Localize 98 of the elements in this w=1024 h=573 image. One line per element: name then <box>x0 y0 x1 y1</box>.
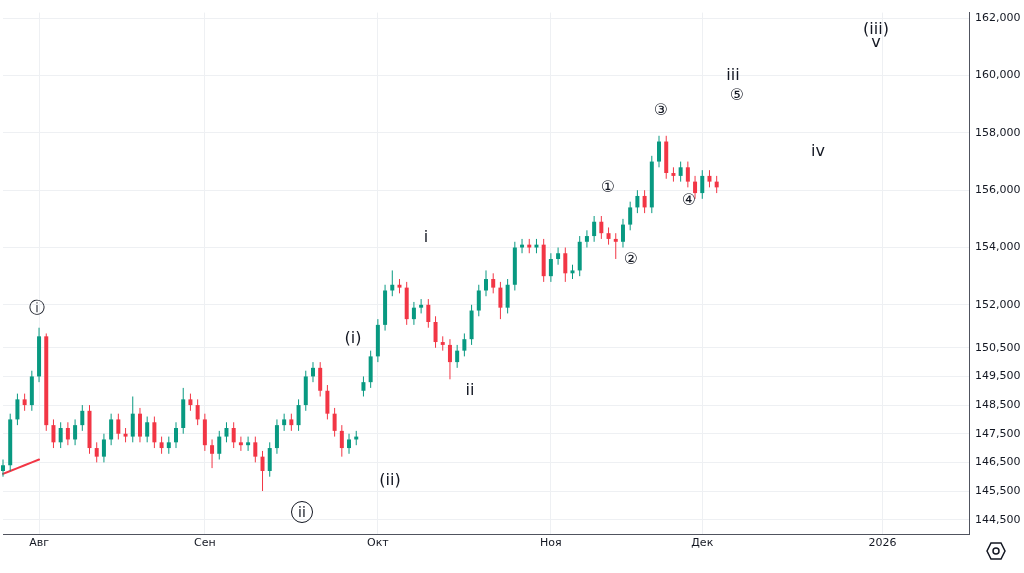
y-tick-label: 154,000 <box>975 240 1021 254</box>
candlestick <box>145 416 150 443</box>
annotation: (i) <box>344 328 362 347</box>
candlestick <box>318 361 323 397</box>
x-tick-label: Дек <box>691 536 714 550</box>
candlestick <box>635 189 640 214</box>
candlestick <box>310 361 315 383</box>
y-tick-label: 145,500 <box>975 483 1021 497</box>
candlestick <box>556 247 561 266</box>
candlestick <box>332 407 337 438</box>
candlestick <box>246 436 251 452</box>
candlestick <box>80 404 85 432</box>
candlestick <box>584 229 589 249</box>
annotation: ii <box>291 501 313 523</box>
candlestick <box>685 161 690 188</box>
x-tick-label: Ноя <box>540 536 562 550</box>
candlestick <box>94 441 99 463</box>
candlestick <box>599 215 604 240</box>
candlestick <box>15 393 20 426</box>
candlestick <box>116 413 121 440</box>
annotation: ③ <box>653 100 669 119</box>
candlestick <box>231 421 236 449</box>
annotation: (ii) <box>379 470 401 489</box>
candlestick <box>109 413 114 446</box>
annotation: ① <box>600 177 616 196</box>
annotation: (iii) <box>863 19 889 38</box>
candlestick <box>462 332 467 357</box>
candlestick <box>174 421 179 449</box>
candlestick <box>65 421 70 446</box>
annotation: ④ <box>681 190 697 209</box>
y-tick-label: 149,500 <box>975 369 1021 383</box>
candlestick <box>325 384 330 420</box>
candlestick <box>613 232 618 260</box>
annotation: ② <box>623 249 639 268</box>
candlestick <box>195 398 200 426</box>
candlestick <box>101 433 106 463</box>
y-tick-label: 146,500 <box>975 455 1021 469</box>
y-tick-label: 158,000 <box>975 125 1021 139</box>
annotation: ⑤ <box>729 85 745 104</box>
candlestick <box>361 375 366 397</box>
x-tick-label: Авг <box>29 536 50 550</box>
candlestick <box>548 252 553 283</box>
candlestick <box>484 269 488 297</box>
x-tick-label: Сен <box>194 536 216 550</box>
candlestick <box>411 301 416 326</box>
candlestick <box>73 418 78 446</box>
candlestick <box>238 436 243 452</box>
y-tick-label: 160,000 <box>975 68 1021 82</box>
candlestick <box>58 421 63 449</box>
candlestick <box>274 418 279 455</box>
candlestick <box>130 395 135 443</box>
candlestick <box>137 407 142 443</box>
annotation: ⓘ <box>29 298 45 317</box>
candlestick <box>505 278 510 314</box>
candlestick <box>267 441 272 478</box>
candlestick <box>520 238 525 254</box>
annotation: iii <box>726 65 740 84</box>
candlestick <box>282 413 287 432</box>
candlestick <box>491 272 496 294</box>
candlestick <box>678 161 683 183</box>
candlestick <box>260 450 265 492</box>
candlestick <box>455 344 460 369</box>
candlestick <box>476 284 481 317</box>
x-tick-label: Окт <box>367 536 390 550</box>
candlestick <box>657 135 662 168</box>
candlestick <box>419 298 424 314</box>
candlestick <box>347 433 352 455</box>
y-tick-label: 147,500 <box>975 426 1021 440</box>
candlestick <box>620 218 625 249</box>
x-tick-label: 2026 <box>868 536 897 550</box>
candlestick <box>426 298 431 329</box>
candlestick <box>152 416 157 449</box>
candlestick <box>217 430 222 461</box>
candlestick <box>224 421 229 443</box>
annotation: i <box>423 227 429 246</box>
candlestick <box>433 315 438 349</box>
candlestick <box>339 424 344 458</box>
candlestick <box>1 459 5 478</box>
annotation: ii <box>465 380 475 399</box>
candlestick <box>51 418 56 449</box>
candlestick <box>498 281 503 320</box>
annotation: iv <box>811 141 825 160</box>
candlestick <box>447 338 452 380</box>
candlestick <box>628 201 633 231</box>
candlestick <box>563 247 568 283</box>
y-tick-label: 156,000 <box>975 183 1021 197</box>
candlestick <box>296 398 301 432</box>
candlestick <box>210 438 215 469</box>
candlestick <box>693 175 698 200</box>
y-tick-label: 152,000 <box>975 297 1021 311</box>
candlestick <box>642 189 647 214</box>
candlestick <box>592 215 597 243</box>
y-tick-label: 144,500 <box>975 512 1021 526</box>
y-tick-label: 162,000 <box>975 11 1021 25</box>
candlestick <box>700 169 705 200</box>
y-tick-label: 150,500 <box>975 340 1021 354</box>
candlestick <box>253 436 258 463</box>
y-tick-label: 148,500 <box>975 397 1021 411</box>
